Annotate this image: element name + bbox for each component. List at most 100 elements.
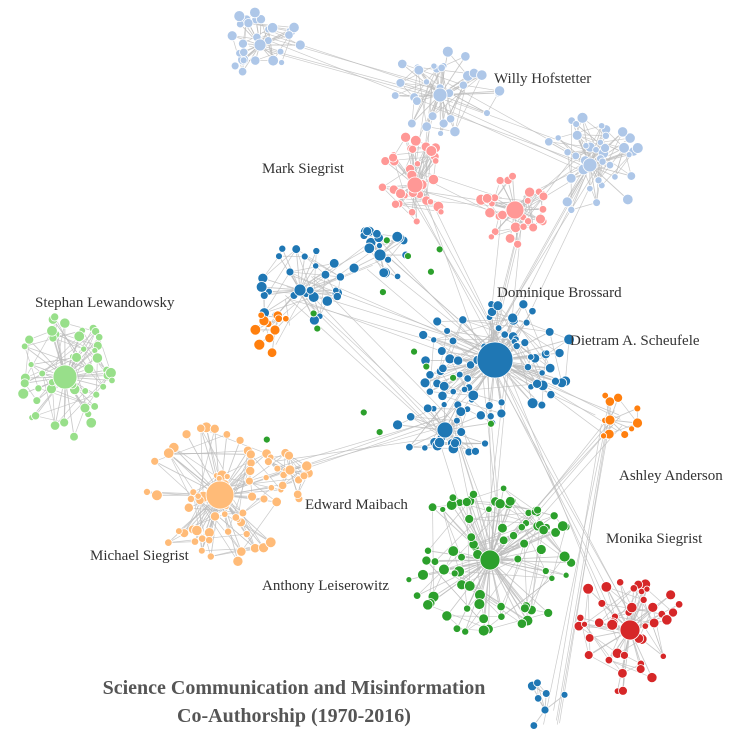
author-node: [418, 330, 429, 340]
coauthor-edge: [304, 256, 341, 278]
coauthor-edge: [598, 588, 635, 623]
author-node: [582, 157, 598, 173]
author-node: [197, 546, 206, 555]
coauthor-edge: [427, 500, 471, 551]
author-node: [293, 283, 307, 297]
author-node: [592, 146, 600, 154]
coauthor-edge: [382, 168, 411, 188]
author-node: [632, 417, 643, 429]
coauthor-edge: [525, 530, 544, 607]
author-node: [604, 414, 616, 426]
author-node: [576, 613, 585, 622]
author-node: [427, 502, 438, 512]
author-node: [312, 247, 321, 255]
author-node: [563, 333, 575, 346]
author-node: [494, 85, 506, 97]
author-node: [190, 537, 200, 546]
author-node: [449, 373, 457, 382]
coauthor-edge: [24, 346, 89, 370]
author-node: [372, 229, 382, 239]
author-node: [407, 118, 417, 129]
coauthor-edge: [168, 452, 251, 455]
author-node: [406, 412, 416, 422]
author-node: [606, 618, 619, 631]
author-node: [274, 314, 283, 323]
author-node: [541, 567, 550, 575]
coauthor-edge: [471, 399, 491, 417]
coauthor-edge: [395, 203, 442, 213]
author-node: [425, 370, 435, 380]
author-node: [404, 252, 412, 260]
coauthor-edge: [222, 453, 267, 476]
author-node: [611, 173, 619, 181]
coauthor-edge: [409, 446, 454, 449]
coauthor-edge: [570, 120, 573, 179]
author-node: [293, 489, 303, 500]
coauthor-edge: [41, 373, 56, 426]
author-node: [91, 352, 103, 364]
author-node: [419, 377, 431, 389]
author-node: [81, 387, 90, 395]
author-node: [412, 217, 421, 226]
coauthor-edge: [454, 74, 483, 132]
author-node: [583, 650, 594, 660]
author-node: [512, 342, 521, 351]
author-node: [668, 607, 678, 618]
author-node: [479, 549, 501, 571]
coauthor-edge: [433, 339, 471, 366]
author-node: [309, 309, 318, 318]
author-node: [440, 401, 448, 409]
author-node: [526, 397, 539, 410]
author-node: [299, 471, 309, 481]
author-node: [490, 227, 500, 236]
author-node: [460, 51, 471, 62]
author-node: [456, 427, 467, 437]
author-node: [20, 342, 29, 351]
author-node: [362, 226, 373, 237]
coauthor-edge: [646, 588, 674, 613]
author-node: [494, 324, 503, 332]
author-node: [253, 338, 266, 351]
author-node: [620, 650, 629, 660]
author-node: [422, 362, 431, 371]
author-node: [400, 131, 412, 143]
author-node: [393, 272, 402, 281]
author-node: [231, 513, 241, 522]
author-node: [450, 569, 459, 578]
author-node: [257, 311, 265, 319]
author-node: [600, 432, 608, 440]
coauthor-edge: [25, 330, 53, 379]
coauthor-edge: [416, 559, 491, 597]
author-node: [600, 581, 613, 593]
coauthor-edge: [25, 356, 73, 379]
author-node: [544, 137, 554, 147]
author-node: [245, 476, 254, 486]
author-node: [617, 126, 629, 138]
figure-title-line2: Co-Authorship (1970-2016): [177, 705, 411, 727]
author-node: [524, 186, 536, 198]
author-node: [239, 56, 248, 65]
author-node: [524, 217, 533, 226]
author-node: [237, 66, 248, 77]
author-node: [505, 496, 516, 507]
author-node: [446, 114, 456, 124]
author-node: [204, 527, 215, 538]
author-node: [633, 404, 642, 413]
author-node: [464, 580, 476, 592]
label-anthony-leiserowitz: Anthony Leiserowitz: [262, 578, 389, 594]
author-node: [395, 78, 406, 88]
author-node: [571, 151, 581, 161]
author-node: [105, 367, 117, 379]
coauthor-edge: [448, 104, 583, 166]
coauthor-edge: [482, 167, 598, 352]
coauthor-edge: [420, 186, 482, 354]
author-node: [624, 132, 636, 144]
coauthor-edge: [486, 416, 621, 572]
author-node: [519, 538, 529, 549]
author-node: [449, 387, 457, 396]
author-node: [533, 678, 542, 688]
author-node: [426, 198, 435, 206]
author-node: [484, 207, 496, 219]
coauthor-edge: [432, 507, 434, 597]
author-node: [224, 527, 233, 536]
